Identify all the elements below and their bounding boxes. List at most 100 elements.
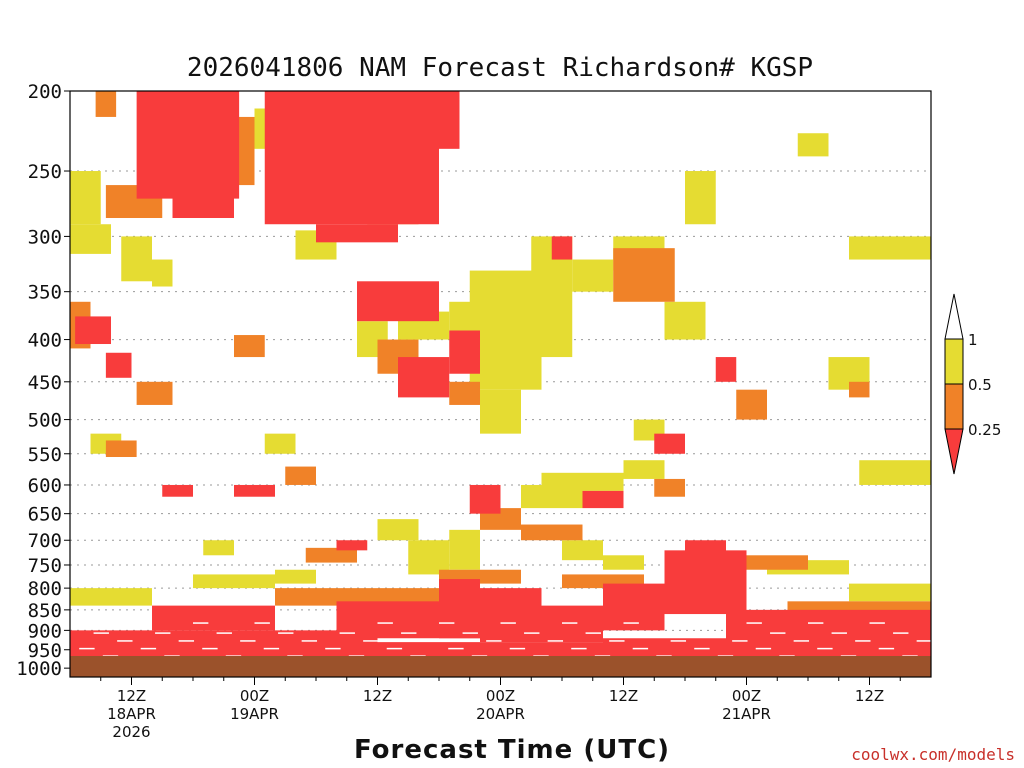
region-yellow-30 xyxy=(603,555,644,570)
region-yellow-28 xyxy=(449,529,480,570)
region-red-11 xyxy=(398,357,450,398)
region-orange-20 xyxy=(275,588,439,606)
region-red-13 xyxy=(469,484,501,514)
y-tick-label-900: 900 xyxy=(28,620,62,642)
region-red-8 xyxy=(234,484,275,497)
region-orange-8 xyxy=(234,335,265,358)
y-tick-label-350: 350 xyxy=(28,282,62,304)
streak-3-7 xyxy=(571,647,587,650)
region-red-22 xyxy=(664,550,747,615)
region-red-4 xyxy=(418,91,460,149)
region-red-1 xyxy=(172,185,234,219)
x-tick-label-4: 12Z xyxy=(609,687,638,705)
region-orange-17 xyxy=(849,381,870,398)
streak-3-13 xyxy=(79,647,95,650)
x-tick-line-1-0: 00Z xyxy=(240,687,269,705)
ground-band xyxy=(70,656,931,677)
x-tick-label-0: 12Z 18APR 2026 xyxy=(107,687,156,741)
region-yellow-34 xyxy=(193,574,275,589)
region-yellow-15 xyxy=(685,171,716,225)
region-orange-6 xyxy=(136,381,173,405)
region-orange-0 xyxy=(95,91,117,117)
region-red-15 xyxy=(582,490,624,509)
streak-3-1 xyxy=(202,647,218,650)
region-orange-19 xyxy=(746,555,808,570)
streak-2-6 xyxy=(486,640,502,642)
streak-2-3 xyxy=(301,640,318,642)
streak-0-12 xyxy=(808,622,824,624)
region-red-0 xyxy=(136,91,240,199)
plot-area xyxy=(69,90,942,678)
streak-2-1 xyxy=(178,640,195,642)
x-tick-line-5-0: 00Z xyxy=(732,687,761,705)
x-tick-label-2: 12Z xyxy=(363,687,392,705)
streak-0-13 xyxy=(869,622,885,624)
streak-1-3 xyxy=(278,632,294,634)
legend-swatch-orange xyxy=(944,383,964,430)
y-tick-label-850: 850 xyxy=(28,600,62,622)
streak-0-4 xyxy=(316,622,332,624)
region-yellow-18 xyxy=(859,460,931,485)
streak-2-0 xyxy=(117,640,133,642)
y-tick-label-1000: 1000 xyxy=(16,658,62,680)
region-orange-15 xyxy=(613,248,675,302)
streak-0-1 xyxy=(131,622,147,624)
streak-0-6 xyxy=(439,622,455,624)
x-tick-label-1: 00Z 19APR xyxy=(230,687,279,723)
streak-0-0 xyxy=(70,622,86,624)
y-axis: 200 250 300 350 400 450 500 550 600 650 700 7508008… xyxy=(16,81,70,680)
streak-0-9 xyxy=(623,622,639,624)
streak-1-8 xyxy=(585,632,601,634)
legend-top-arrow xyxy=(944,293,964,340)
region-yellow-1 xyxy=(70,224,111,254)
region-yellow-24 xyxy=(623,460,665,479)
y-tick-label-300: 300 xyxy=(28,226,62,248)
region-yellow-2 xyxy=(121,236,152,282)
x-tick-label-6: 12Z xyxy=(855,687,884,705)
region-yellow-36 xyxy=(275,569,316,584)
y-tick-label-750: 750 xyxy=(28,555,62,577)
x-axis-title: Forecast Time (UTC) xyxy=(354,735,670,765)
region-red-17 xyxy=(715,357,737,382)
region-red-10 xyxy=(336,540,368,551)
region-red-27 xyxy=(336,601,480,639)
streak-2-2 xyxy=(240,640,256,642)
streak-0-5 xyxy=(377,622,393,624)
y-tick-label-600: 600 xyxy=(28,475,62,497)
streak-1-5 xyxy=(401,632,417,634)
region-red-9 xyxy=(162,484,193,497)
region-yellow-27 xyxy=(408,540,450,575)
region-red-6 xyxy=(75,316,111,345)
y-tick-label-650: 650 xyxy=(28,504,62,526)
region-red-7 xyxy=(105,352,132,378)
credit-text: coolwx.com/models xyxy=(851,745,1015,764)
region-yellow-23 xyxy=(541,472,624,491)
x-tick-line-5-1: 21APR xyxy=(722,705,771,723)
x-tick-line-0-1: 18APR xyxy=(107,705,156,723)
y-tick-label-700: 700 xyxy=(28,530,62,552)
legend-swatch-yellow xyxy=(944,338,964,385)
x-tick-label-5: 00Z 21APR xyxy=(722,687,771,723)
region-red-20 xyxy=(541,605,603,643)
region-red-16 xyxy=(654,433,685,454)
region-yellow-12 xyxy=(572,259,614,292)
chart-title: 2026041806 NAM Forecast Richardson# KGSP xyxy=(187,53,813,83)
legend-label-2: 0.25 xyxy=(968,421,1001,439)
region-yellow-9 xyxy=(469,270,542,390)
streak-3-8 xyxy=(632,647,649,650)
streak-3-10 xyxy=(755,647,772,650)
streak-3-5 xyxy=(448,647,464,650)
streak-1-6 xyxy=(462,632,478,634)
streak-1-7 xyxy=(524,632,540,634)
y-tick-label-550: 550 xyxy=(28,444,62,466)
streak-1-9 xyxy=(647,632,663,634)
streak-1-12 xyxy=(831,632,847,634)
x-tick-line-3-0: 00Z xyxy=(486,687,515,705)
streak-0-7 xyxy=(500,622,516,624)
region-orange-7 xyxy=(105,440,137,458)
streak-3-3 xyxy=(325,647,341,650)
region-yellow-14 xyxy=(664,301,706,340)
streak-3-0 xyxy=(140,647,157,650)
legend-label-1: 0.5 xyxy=(968,376,992,394)
